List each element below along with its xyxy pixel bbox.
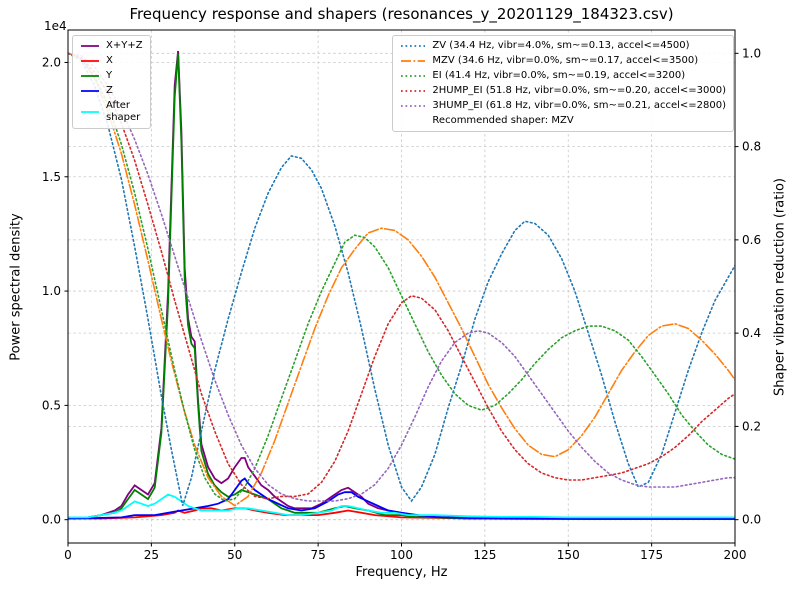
svg-text:175: 175 — [640, 548, 663, 562]
tick-labels: 0 25 50 75 100 125 150 175 200 0.0 0.5 1.0 1.5 2.0 0.0… — [42, 46, 761, 562]
legend-item-X+Y+Z: X+Y+Z — [80, 40, 143, 52]
shaper-legend: ZV (34.4 Hz, vibr=4.0%, sm~=0.13, accel<… — [392, 35, 734, 132]
legend-line-swatch — [81, 90, 99, 92]
series-line-3HUMP_EI — [68, 52, 735, 502]
svg-text:1.0: 1.0 — [742, 46, 761, 60]
legend-line-swatch — [401, 90, 426, 92]
legend-line-swatch — [81, 45, 99, 47]
svg-text:0: 0 — [64, 548, 72, 562]
svg-text:1.5: 1.5 — [42, 170, 61, 184]
series-line-ZV — [68, 52, 735, 506]
svg-text:0.6: 0.6 — [742, 233, 761, 247]
legend-item-Y: Y — [80, 70, 143, 82]
svg-text:0.2: 0.2 — [742, 419, 761, 433]
svg-text:125: 125 — [473, 548, 496, 562]
svg-text:1.0: 1.0 — [42, 284, 61, 298]
svg-text:75: 75 — [310, 548, 325, 562]
legend-item-MZV: MZV (34.6 Hz, vibr=0.0%, sm~=0.17, accel… — [400, 55, 726, 67]
svg-text:200: 200 — [724, 548, 747, 562]
legend-item-label: Y — [106, 70, 113, 81]
legend-line-swatch — [401, 60, 426, 62]
legend-line-swatch — [401, 45, 426, 47]
series-line-After-shaper — [68, 493, 735, 519]
svg-text:0.5: 0.5 — [42, 398, 61, 412]
legend-line-swatch — [401, 105, 426, 107]
legend-item-label: Z — [106, 85, 113, 96]
legend-item-label: After shaper — [106, 100, 141, 123]
series-line-Y — [68, 53, 735, 520]
svg-text:25: 25 — [144, 548, 159, 562]
svg-text:0.4: 0.4 — [742, 326, 761, 340]
series-lines — [68, 50, 735, 520]
svg-text:100: 100 — [390, 548, 413, 562]
chart-title: Frequency response and shapers (resonanc… — [129, 5, 674, 23]
legend-item-label: EI (41.4 Hz, vibr=0.0%, sm~=0.19, accel<… — [432, 70, 686, 81]
svg-text:150: 150 — [557, 548, 580, 562]
legend-item-label: 3HUMP_EI (61.8 Hz, vibr=0.0%, sm~=0.21, … — [432, 100, 726, 111]
legend-item-label: MZV (34.6 Hz, vibr=0.0%, sm~=0.17, accel… — [432, 55, 699, 66]
legend-item-2HUMP_EI: 2HUMP_EI (51.8 Hz, vibr=0.0%, sm~=0.20, … — [400, 85, 726, 97]
legend-item-3HUMP_EI: 3HUMP_EI (61.8 Hz, vibr=0.0%, sm~=0.21, … — [400, 100, 726, 112]
y-axis-multiplier-label: 1e4 — [44, 19, 67, 33]
svg-text:0.8: 0.8 — [742, 140, 761, 154]
psd-legend: X+Y+Z X Y Z After shaper — [72, 35, 151, 129]
tick-marks — [64, 52, 739, 547]
legend-item-label: X+Y+Z — [106, 40, 143, 51]
series-line-EI — [68, 52, 735, 502]
legend-item-EI: EI (41.4 Hz, vibr=0.0%, sm~=0.19, accel<… — [400, 70, 726, 82]
series-line-2HUMP_EI — [68, 52, 735, 500]
legend-item-Z: Z — [80, 85, 143, 97]
legend-line-swatch — [401, 75, 426, 77]
legend-item-ZV: ZV (34.4 Hz, vibr=4.0%, sm~=0.13, accel<… — [400, 40, 726, 52]
legend-item-label: ZV (34.4 Hz, vibr=4.0%, sm~=0.13, accel<… — [432, 40, 690, 51]
x-axis-label: Frequency, Hz — [355, 565, 448, 580]
legend-line-swatch — [81, 75, 99, 77]
svg-text:0.0: 0.0 — [742, 513, 761, 527]
legend-line-swatch — [81, 111, 99, 113]
right-y-axis-label: Shaper vibration reduction (ratio) — [772, 178, 788, 396]
svg-text:50: 50 — [227, 548, 242, 562]
legend-item-label: 2HUMP_EI (51.8 Hz, vibr=0.0%, sm~=0.20, … — [432, 85, 726, 96]
recommended-shaper-note: Recommended shaper: MZV — [432, 115, 574, 126]
left-y-axis-label: Power spectral density — [8, 213, 24, 361]
legend-line-swatch — [81, 60, 99, 62]
legend-item-After-shaper: After shaper — [80, 100, 143, 124]
legend-item-X: X — [80, 55, 143, 67]
svg-text:0.0: 0.0 — [42, 513, 61, 527]
svg-text:2.0: 2.0 — [42, 55, 61, 69]
legend-item-label: X — [106, 55, 113, 66]
